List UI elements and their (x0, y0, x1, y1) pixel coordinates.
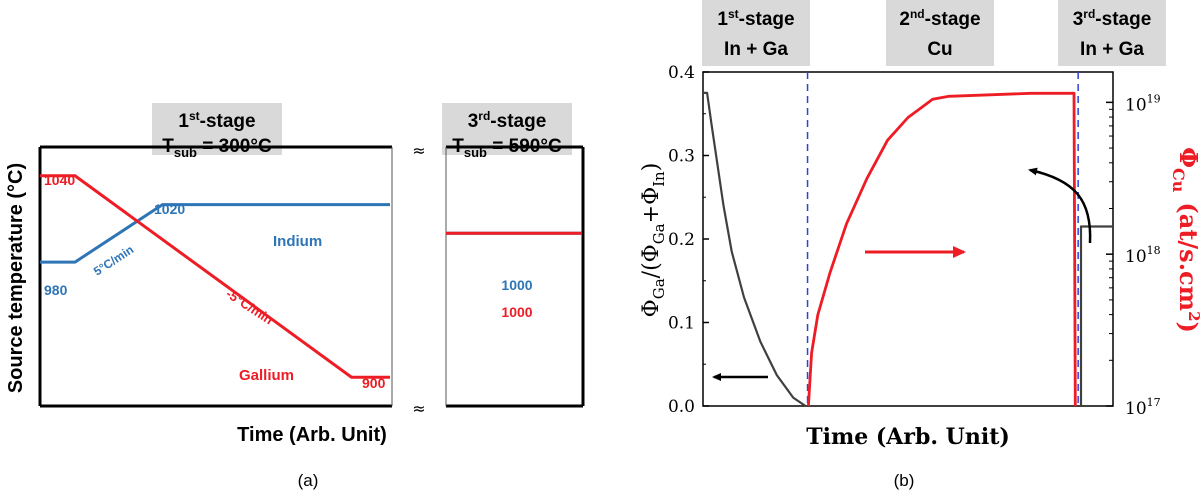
in-stage3-label: 1000 (501, 277, 532, 293)
ga-end-label: 900 (362, 375, 386, 391)
panel-a-frame (38, 145, 585, 408)
panel-a-xlabel: Time (Arb. Unit) (237, 424, 387, 446)
ga-start-label: 1040 (44, 172, 75, 188)
stage3-header-b-line2: In + Ga (1080, 39, 1144, 60)
panel-b: 1st-stage In + Ga 2nd-stage Cu 3rd-stage… (639, 0, 1200, 490)
series-indium-segment-1 (40, 203, 390, 264)
panel-b-ylabel-left: ΦGa/(ΦGa+ΦIn) (639, 163, 668, 318)
left-tick-label: 0.4 (668, 63, 695, 83)
ga-name-label: Gallium (239, 367, 294, 384)
in-start-label: 980 (44, 282, 68, 298)
right-tick-label: 1019 (1125, 92, 1161, 115)
panel-b-caption: (b) (894, 471, 915, 490)
stage1-header-box-b (702, 0, 810, 66)
panel-a-caption: (a) (298, 471, 319, 490)
stage3-header-b-line1: 3rd-stage (1073, 7, 1152, 30)
series-cu-flux (807, 91, 1077, 407)
panel-b-frame (702, 71, 1114, 407)
in-name-label: Indium (273, 233, 322, 250)
panel-b-series (703, 72, 1113, 407)
stage3-header-box-b (1058, 0, 1166, 66)
left-tick-label: 0.3 (668, 147, 695, 167)
panel-a-ylabel: Source temperature (°C) (5, 163, 27, 393)
panel-a: ≈ ≈ 1st-stage Tsub = 300°C 3rd-stage Tsu… (5, 103, 585, 490)
ga-ramp-label: -5°C/min (223, 286, 276, 327)
stage3-header-a-line2: Tsub = 590°C (452, 136, 562, 160)
stage1-header-a-line2: Tsub = 300°C (162, 136, 272, 160)
stage3-header-a-line1: 3rd-stage (468, 109, 547, 132)
stage1-header-b-line2: In + Ga (724, 39, 788, 60)
axis-break-top: ≈ (412, 141, 425, 160)
left-tick-label: 0.1 (668, 314, 695, 334)
panel-b-ylabel-right: ΦCu(at/s.cm2) (1169, 147, 1200, 333)
ga-stage3-label: 1000 (501, 304, 532, 320)
series-gallium-segment-1 (40, 174, 390, 379)
panel-a-series (40, 174, 582, 379)
panel-b-xlabel: Time (Arb. Unit) (806, 424, 1010, 450)
right-tick-label: 1017 (1125, 396, 1161, 419)
stage2-header-b-line2: Cu (927, 39, 952, 60)
stage1-header-a-line1: 1st-stage (178, 109, 255, 132)
panel-b-ticks: 0.0 0.1 0.2 0.3 0.4 1017 1018 1019 (668, 63, 1161, 419)
stage2-header-box-b (886, 0, 994, 66)
left-tick-label: 0.0 (668, 397, 695, 417)
axis-break-bottom: ≈ (412, 399, 425, 418)
series-ga-ga-in-ratio-3rd-stage (1079, 225, 1113, 406)
in-plateau-label: 1020 (154, 201, 185, 217)
stage2-header-b-line1: 2nd-stage (899, 7, 980, 30)
arrow-curved-black (1028, 167, 1092, 244)
left-tick-label: 0.2 (668, 230, 695, 250)
stage1-header-b-line1: 1st-stage (717, 7, 794, 30)
series-ga-ga-in-ratio (703, 91, 807, 407)
right-tick-label: 1018 (1125, 244, 1161, 267)
